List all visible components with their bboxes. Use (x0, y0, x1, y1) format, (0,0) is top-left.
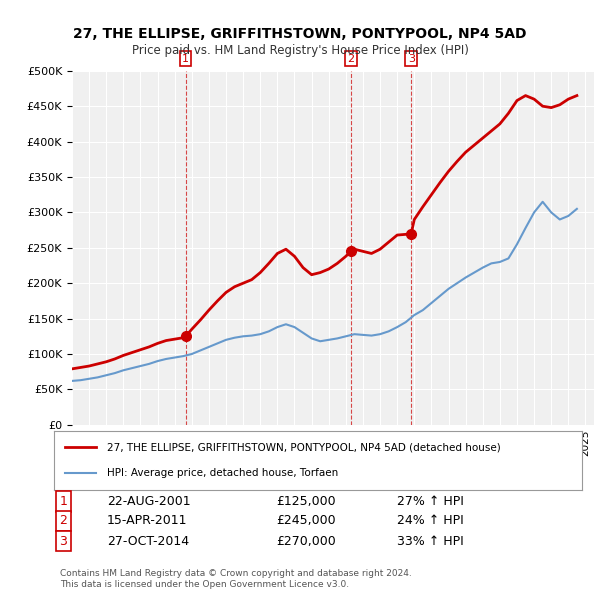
Text: 24% ↑ HPI: 24% ↑ HPI (397, 514, 464, 527)
Text: 27, THE ELLIPSE, GRIFFITHSTOWN, PONTYPOOL, NP4 5AD (detached house): 27, THE ELLIPSE, GRIFFITHSTOWN, PONTYPOO… (107, 442, 500, 452)
Text: 27, THE ELLIPSE, GRIFFITHSTOWN, PONTYPOOL, NP4 5AD: 27, THE ELLIPSE, GRIFFITHSTOWN, PONTYPOO… (73, 27, 527, 41)
Text: 27% ↑ HPI: 27% ↑ HPI (397, 495, 464, 508)
Text: 27-OCT-2014: 27-OCT-2014 (107, 535, 189, 548)
Text: 33% ↑ HPI: 33% ↑ HPI (397, 535, 464, 548)
Text: 1: 1 (182, 54, 189, 64)
Text: 3: 3 (59, 535, 67, 548)
Text: £245,000: £245,000 (276, 514, 335, 527)
Text: 2: 2 (59, 514, 67, 527)
Text: 22-AUG-2001: 22-AUG-2001 (107, 495, 190, 508)
Text: 15-APR-2011: 15-APR-2011 (107, 514, 187, 527)
Text: Contains HM Land Registry data © Crown copyright and database right 2024.: Contains HM Land Registry data © Crown c… (60, 569, 412, 578)
Text: 3: 3 (408, 54, 415, 64)
Text: This data is licensed under the Open Government Licence v3.0.: This data is licensed under the Open Gov… (60, 580, 349, 589)
Text: 2: 2 (347, 54, 355, 64)
Text: £125,000: £125,000 (276, 495, 335, 508)
Text: 1: 1 (59, 495, 67, 508)
Text: £270,000: £270,000 (276, 535, 335, 548)
Text: Price paid vs. HM Land Registry's House Price Index (HPI): Price paid vs. HM Land Registry's House … (131, 44, 469, 57)
Text: HPI: Average price, detached house, Torfaen: HPI: Average price, detached house, Torf… (107, 468, 338, 478)
